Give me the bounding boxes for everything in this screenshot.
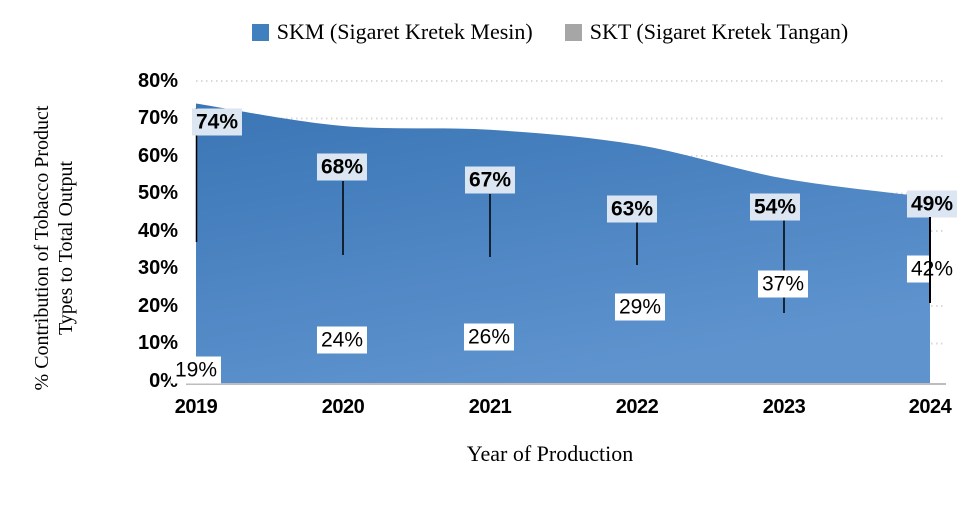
y-tick-50: 50% bbox=[137, 182, 178, 204]
y-tick-10: 10% bbox=[137, 332, 178, 354]
data-label-skm-2021: 67% bbox=[464, 166, 516, 194]
x-tick-2019: 2019 bbox=[174, 396, 218, 418]
data-label-skt-2020: 24% bbox=[316, 326, 368, 354]
data-label-skm-2023: 54% bbox=[749, 193, 801, 221]
skm-area-series bbox=[196, 103, 930, 383]
y-tick-40: 40% bbox=[137, 220, 178, 242]
data-label-skt-2019: 19% bbox=[170, 356, 222, 384]
data-label-skm-2022: 63% bbox=[606, 195, 658, 223]
legend-item-skm: SKM (Sigaret Kretek Mesin) bbox=[251, 19, 533, 45]
data-label-skm-2019: 74% bbox=[191, 108, 243, 136]
legend-item-skt: SKT (Sigaret Kretek Tangan) bbox=[564, 19, 849, 45]
skm-swatch-icon bbox=[251, 23, 269, 41]
legend-label-skt: SKT (Sigaret Kretek Tangan) bbox=[589, 19, 849, 44]
data-label-skt-2022: 29% bbox=[614, 293, 666, 321]
y-tick-60: 60% bbox=[137, 145, 178, 167]
legend-label-skm: SKM (Sigaret Kretek Mesin) bbox=[276, 19, 533, 44]
y-tick-30: 30% bbox=[137, 257, 178, 279]
x-tick-2021: 2021 bbox=[468, 396, 512, 418]
y-tick-20: 20% bbox=[137, 295, 178, 317]
data-label-skt-2024: 42% bbox=[906, 255, 958, 283]
x-tick-2024: 2024 bbox=[908, 396, 952, 418]
skt-swatch-icon bbox=[564, 23, 582, 41]
data-label-skt-2023: 37% bbox=[757, 270, 809, 298]
x-tick-2023: 2023 bbox=[762, 396, 806, 418]
y-tick-80: 80% bbox=[137, 70, 178, 92]
y-tick-0: 0% bbox=[149, 370, 178, 392]
y-tick-70: 70% bbox=[137, 107, 178, 129]
legend: SKM (Sigaret Kretek Mesin) SKT (Sigaret … bbox=[130, 18, 970, 46]
data-label-skm-2020: 68% bbox=[316, 153, 368, 181]
x-tick-2022: 2022 bbox=[615, 396, 659, 418]
leader-line-2024 bbox=[929, 217, 931, 303]
data-label-skm-2024: 49% bbox=[906, 190, 958, 218]
x-tick-2020: 2020 bbox=[321, 396, 365, 418]
x-axis-title: Year of Production bbox=[466, 441, 634, 466]
data-label-skt-2021: 26% bbox=[463, 323, 515, 351]
